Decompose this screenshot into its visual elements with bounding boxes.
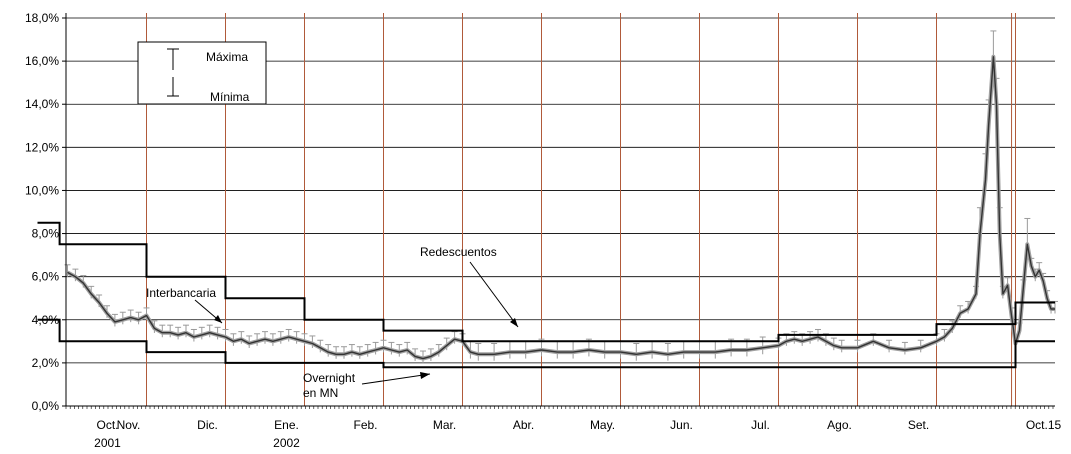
legend-max-label: Máxima [206, 50, 248, 64]
series-interbancaria-line [67, 56, 1055, 360]
x-tick-label: Nov. [117, 418, 141, 432]
x-tick-label: Feb. [353, 418, 377, 432]
y-tick-label: 0,0% [32, 399, 60, 413]
arrow-redescuentos [469, 261, 519, 328]
x-tick-label: Dic. [197, 418, 218, 432]
x-axis-ticks: Oct. 2001 Nov. Dic. Ene. 2002 Feb. Mar. Abr. May.… [94, 418, 1061, 450]
arrowhead-interbancaria [214, 315, 222, 323]
y-tick-label: 8,0% [32, 227, 60, 241]
x-tick-label: Jun. [670, 418, 693, 432]
y-tick-label: 6,0% [32, 270, 60, 284]
x-tick-label: Mar. [433, 418, 456, 432]
y-tick-label: 2,0% [32, 356, 60, 370]
arrowhead-overnight [420, 372, 430, 379]
axes [65, 13, 1055, 409]
series-redescuentos-step [37, 221, 1055, 343]
legend-box [137, 41, 267, 105]
y-tick-label: 12,0% [25, 140, 59, 154]
y-tick-label: 16,0% [25, 54, 59, 68]
x-tick-label: Oct.15 [1026, 418, 1062, 432]
annotation-redescuentos: Redescuentos [420, 245, 497, 259]
y-axis-ticks: 0,0% 2,0% 4,0% 6,0% 8,0% 10,0% 12,0% 14,0% 16,0%… [25, 11, 66, 413]
x-tick-label: Oct. [96, 418, 118, 432]
series-overnight-step [37, 318, 1055, 369]
legend-min-label: Mínima [210, 90, 250, 104]
x-tick-label: Ene. [274, 418, 299, 432]
y-tick-label: 18,0% [25, 11, 59, 25]
legend: Máxima Mínima [137, 41, 267, 105]
arrowhead-redescuentos [510, 318, 518, 327]
y-tick-label: 4,0% [32, 313, 60, 327]
x-tick-year: 2002 [273, 436, 300, 450]
x-tick-label: May. [590, 418, 615, 432]
x-tick-label: Set. [908, 418, 929, 432]
annotation-overnight-line1: Overnight [303, 371, 356, 385]
annotation-overnight-line2: en MN [303, 386, 338, 400]
arrow-overnight [361, 373, 431, 385]
annotations: Interbancaria Redescuentos Overnight en … [146, 245, 519, 400]
y-tick-label: 10,0% [25, 183, 59, 197]
series-layer [37, 54, 1055, 369]
x-tick-year: 2001 [94, 436, 121, 450]
y-tick-label: 14,0% [25, 97, 59, 111]
x-tick-label: Jul. [751, 418, 770, 432]
annotation-interbancaria: Interbancaria [146, 286, 216, 300]
x-tick-label: Abr. [513, 418, 534, 432]
x-tick-label: Ago. [827, 418, 852, 432]
